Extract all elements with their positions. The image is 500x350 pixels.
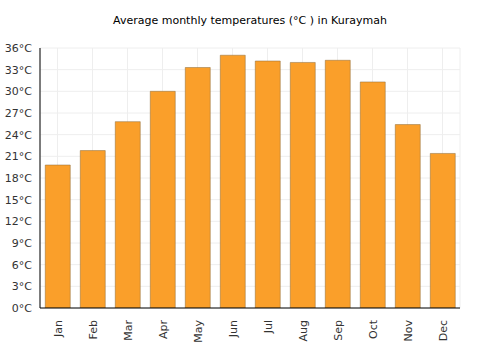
svg-text:Oct: Oct (367, 319, 380, 339)
svg-text:Nov: Nov (402, 320, 415, 342)
svg-text:24°C: 24°C (8, 129, 32, 142)
svg-text:27°C: 27°C (8, 107, 32, 120)
svg-text:21°C: 21°C (8, 150, 32, 163)
svg-text:9°C: 9°C (12, 237, 32, 250)
svg-text:12°C: 12°C (8, 215, 32, 228)
svg-text:Sep: Sep (332, 320, 345, 341)
svg-text:15°C: 15°C (8, 194, 32, 207)
svg-text:Jul: Jul (262, 320, 275, 334)
svg-text:3°C: 3°C (12, 280, 32, 293)
svg-text:Mar: Mar (122, 320, 135, 341)
svg-text:6°C: 6°C (12, 259, 32, 272)
svg-text:Jan: Jan (52, 320, 65, 338)
svg-text:33°C: 33°C (8, 64, 32, 77)
svg-text:18°C: 18°C (8, 172, 32, 185)
svg-text:Dec: Dec (437, 320, 450, 341)
svg-text:0°C: 0°C (12, 302, 32, 315)
svg-text:May: May (192, 320, 205, 343)
html-text:Average monthly temperatures (: Average monthly temperatures (°C ) in Ku… (113, 14, 387, 27)
svg-text:Jun: Jun (227, 320, 240, 338)
svg-text:30°C: 30°C (8, 85, 32, 98)
svg-text:36°C: 36°C (8, 42, 32, 55)
svg-text:Aug: Aug (297, 320, 310, 341)
svg-text:Apr: Apr (157, 320, 170, 340)
svg-text:Feb: Feb (87, 320, 100, 339)
